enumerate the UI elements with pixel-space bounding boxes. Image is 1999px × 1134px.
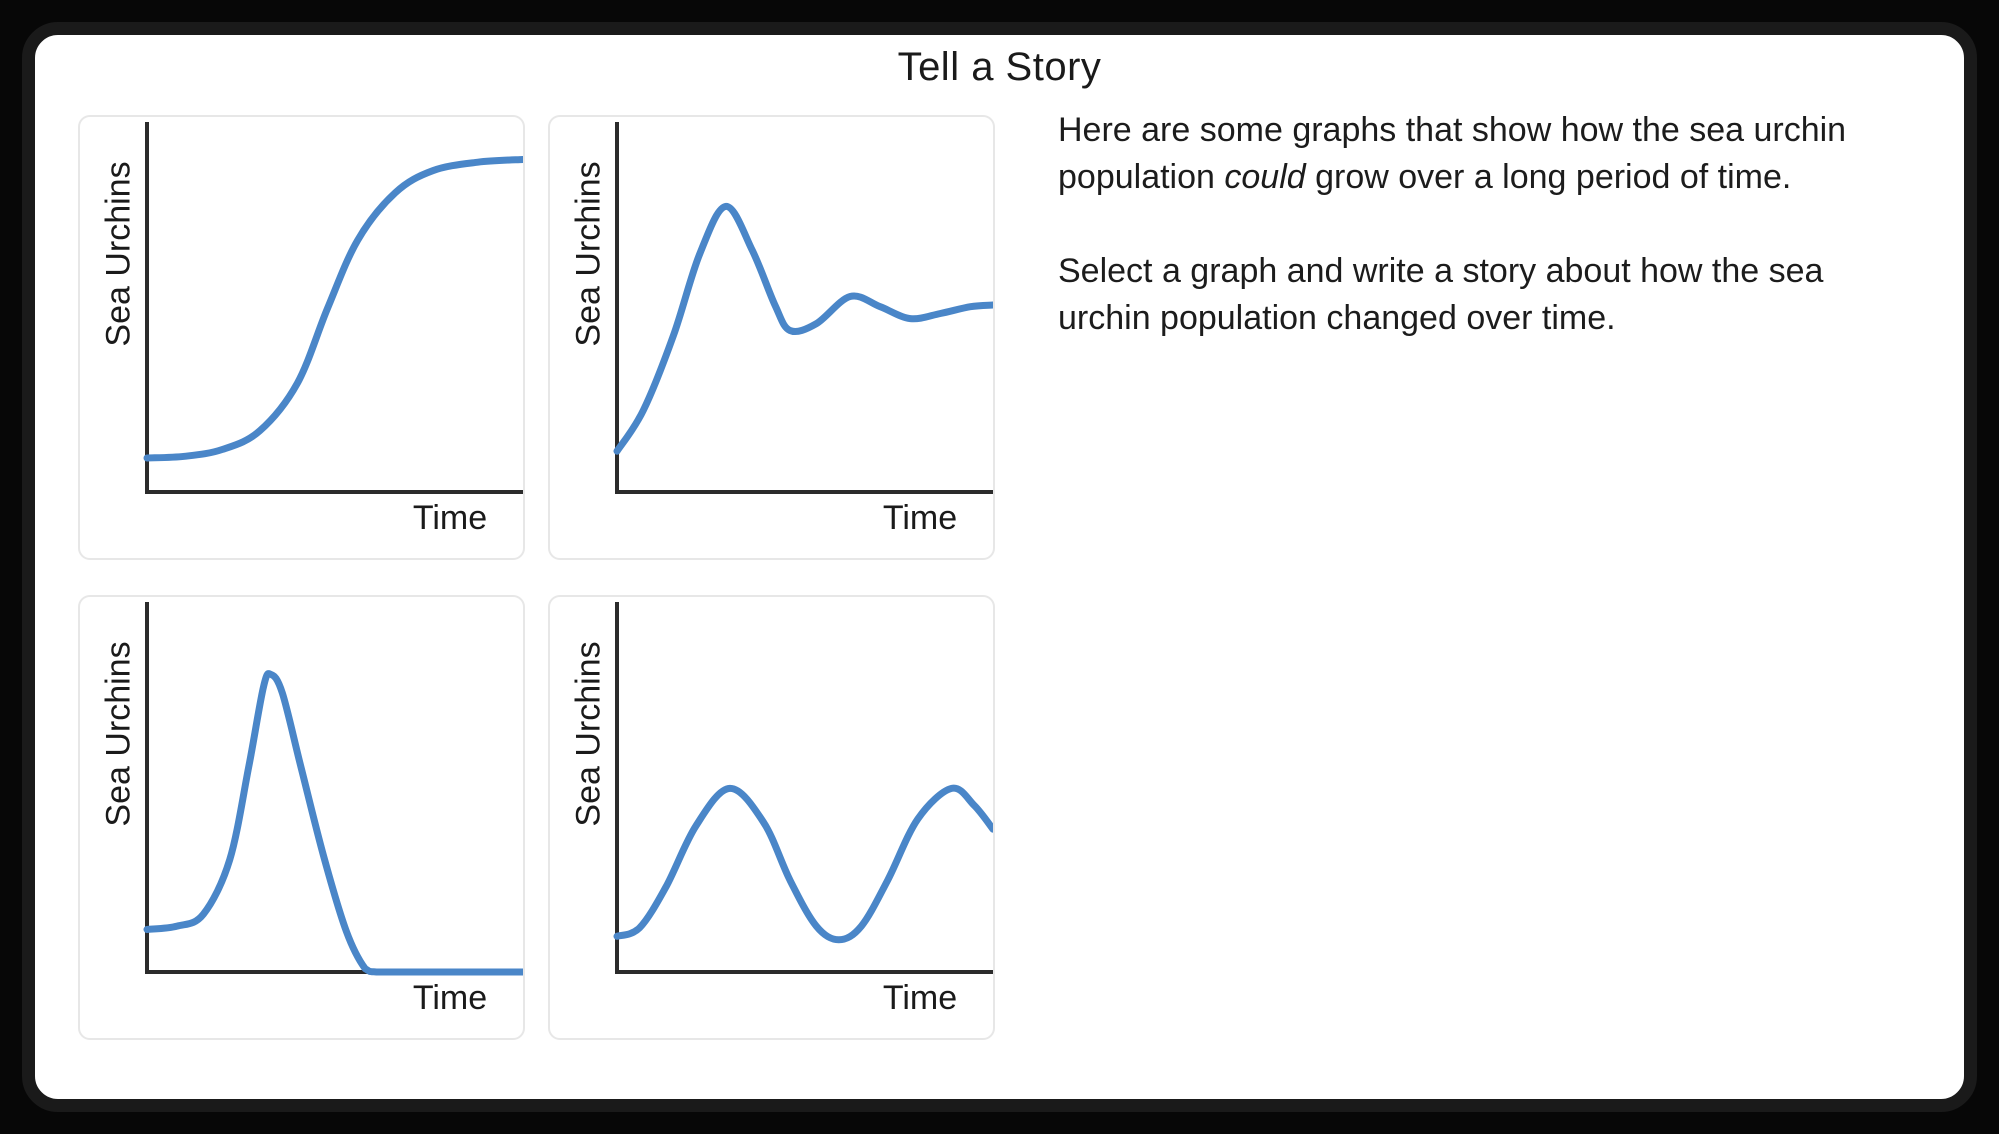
instructions-paragraph-1: Here are some graphs that show how the s… bbox=[1058, 107, 1920, 201]
population-curve bbox=[143, 156, 523, 462]
x-axis-label: Time bbox=[882, 499, 958, 537]
app-window: Tell a Story Here are some graphs that s… bbox=[22, 22, 1977, 1112]
instructions-text: Here are some graphs that show how the s… bbox=[1058, 107, 1920, 342]
y-axis-label: Sea Urchins bbox=[99, 161, 138, 347]
graph-card-damped-oscillation[interactable]: Sea Urchins Time bbox=[548, 115, 995, 560]
graph-plot bbox=[143, 602, 523, 976]
y-axis-label: Sea Urchins bbox=[99, 641, 138, 827]
population-curve bbox=[143, 670, 523, 976]
population-curve bbox=[613, 784, 993, 944]
graph-card-logistic-growth[interactable]: Sea Urchins Time bbox=[78, 115, 525, 560]
x-axis-label: Time bbox=[412, 499, 488, 537]
graph-plot bbox=[143, 122, 523, 494]
instructions-p1-italic: could bbox=[1224, 158, 1306, 196]
x-axis-label: Time bbox=[412, 979, 488, 1017]
graph-card-repeating-oscillation[interactable]: Sea Urchins Time bbox=[548, 595, 995, 1040]
graph-card-boom-and-bust[interactable]: Sea Urchins Time bbox=[78, 595, 525, 1040]
instructions-paragraph-2: Select a graph and write a story about h… bbox=[1058, 252, 1824, 337]
population-curve bbox=[613, 202, 993, 455]
instructions-p1-before: Here are some graphs that show how the s… bbox=[1058, 111, 1847, 196]
graph-plot bbox=[613, 122, 993, 494]
graph-plot bbox=[613, 602, 993, 974]
y-axis-label: Sea Urchins bbox=[569, 161, 608, 347]
instructions-p1-after: grow over a long period of time. bbox=[1305, 158, 1792, 196]
x-axis-label: Time bbox=[882, 979, 958, 1017]
page-title: Tell a Story bbox=[897, 45, 1102, 89]
y-axis-label: Sea Urchins bbox=[569, 641, 608, 827]
